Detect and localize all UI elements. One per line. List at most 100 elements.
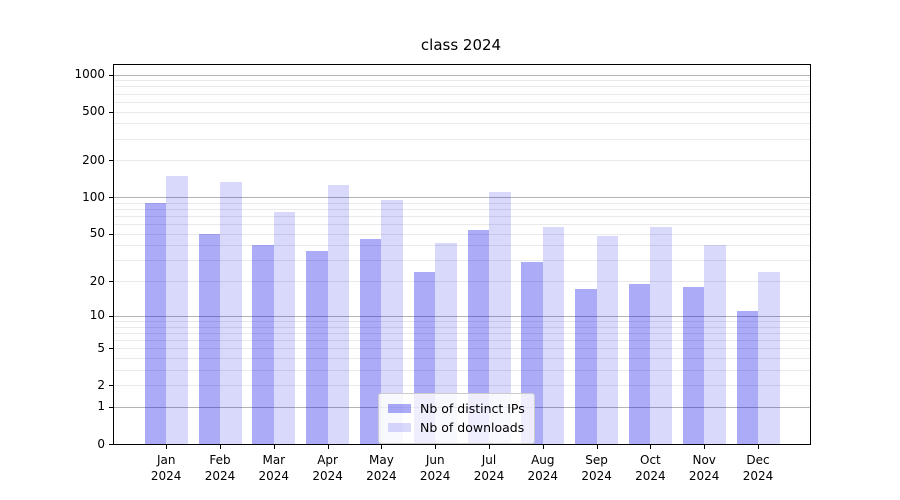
gridline-minor [114,326,810,328]
x-axis-label: Sep 2024 [569,452,625,484]
legend-swatch-distinct-ips [388,404,411,413]
x-axis-tick [327,445,329,449]
bar-downloads-jan [166,176,188,444]
gridline-minor [114,339,810,341]
x-axis-label-month: May [368,453,394,467]
bar-downloads-oct [650,226,672,444]
y-axis-tick-label: 2 [97,377,105,392]
bar-downloads-apr [327,185,350,444]
gridline-major [114,315,810,317]
gridline-minor [114,209,810,210]
x-axis-tick [381,445,383,449]
x-axis-tick [489,445,490,449]
x-axis-label-month: Mar [262,453,286,467]
x-axis-tick [435,445,437,449]
x-axis-label: Feb 2024 [192,452,248,484]
gridline-minor [114,385,810,387]
x-axis-label-year: 2024 [419,469,451,483]
x-axis-label-year: 2024 [312,469,343,483]
y-axis-tick [109,444,113,445]
x-axis-label-year: 2024 [742,469,774,483]
x-axis-label-month: Sep [585,453,608,467]
gridline-minor [114,111,810,113]
y-axis-tick-label: 10 [89,308,105,323]
bar-distinct-ips-apr [306,250,328,444]
bar-distinct-ips-nov [682,286,705,444]
y-axis-tick [109,281,113,283]
y-axis-tick-label: 50 [89,226,105,241]
x-axis-tick [220,445,221,449]
gridline-minor [114,281,810,283]
x-axis-label: Jul 2024 [461,452,517,484]
gridline-minor [114,86,810,88]
gridline-minor [114,332,810,334]
gridline-minor [114,348,810,350]
y-axis-tick-label: 1 [97,399,105,414]
bar-distinct-ips-may [359,239,382,444]
x-axis-label-month: Oct [640,453,661,467]
x-axis-label-year: 2024 [204,469,236,483]
y-axis-tick-label: 20 [89,273,105,288]
gridline-minor [114,260,810,262]
x-axis-label-year: 2024 [635,469,666,483]
y-axis-tick [109,315,113,317]
gridline-minor [114,138,810,140]
y-axis-tick [109,197,113,199]
x-axis-tick [650,445,652,449]
gridline-minor [114,357,810,359]
x-axis-tick [758,445,759,449]
bar-distinct-ips-jul [467,229,489,444]
bar-distinct-ips-sep [575,289,597,444]
y-axis-tick-label: 0 [97,436,105,451]
x-axis-label: Oct 2024 [622,452,678,484]
y-axis-tick [109,233,113,235]
gridline-minor [114,123,810,125]
y-axis-tick-label: 200 [82,152,105,167]
bar-downloads-aug [542,226,565,444]
bar-downloads-mar [273,211,296,444]
x-axis-label: Jun 2024 [407,452,463,484]
x-axis-label-month: Aug [531,453,555,467]
gridline-minor [114,320,810,322]
x-axis-tick [542,445,544,449]
y-axis-tick-label: 5 [97,340,105,355]
x-axis-label-year: 2024 [527,469,559,483]
x-axis-tick [704,445,706,449]
y-axis-tick-label: 100 [82,189,105,204]
legend-swatch-downloads [388,423,411,432]
y-axis-tick [109,160,113,162]
legend-label-downloads: Nb of downloads [420,420,525,435]
y-axis-tick-label: 500 [82,104,105,118]
bar-distinct-ips-mar [252,245,274,444]
x-axis-label: Dec 2024 [730,452,786,484]
gridline-minor [114,245,810,247]
gridline-minor [114,93,810,95]
x-axis-label-month: Jul [481,453,497,467]
gridline-minor [114,216,810,217]
x-axis-label-year: 2024 [473,469,505,483]
y-axis-tick [109,385,113,387]
x-axis-label-year: 2024 [150,469,182,483]
y-axis-tick [109,111,113,113]
y-axis-tick [109,406,113,408]
legend-item-downloads: Nb of downloads [388,418,525,437]
x-axis-label-month: Jun [425,453,445,467]
gridline-minor [114,233,810,235]
gridline-minor [114,80,810,82]
gridline-minor [114,101,810,103]
plot-area: Nb of distinct IPs Nb of downloads [113,64,811,445]
x-axis-label-month: Apr [317,453,338,467]
bar-downloads-feb [220,182,242,444]
x-axis-label-month: Jan [156,453,176,467]
bar-distinct-ips-jan [144,202,167,444]
legend-label-distinct-ips: Nb of distinct IPs [420,401,525,416]
y-axis-tick [109,348,113,350]
x-axis-label-year: 2024 [258,469,290,483]
x-axis-label-month: Dec [746,453,770,467]
legend: Nb of distinct IPs Nb of downloads [378,393,535,444]
y-axis-tick-label: 1000 [74,67,105,81]
x-axis-label: Mar 2024 [246,452,302,484]
gridline-minor [114,224,810,226]
bar-distinct-ips-dec [736,311,758,444]
